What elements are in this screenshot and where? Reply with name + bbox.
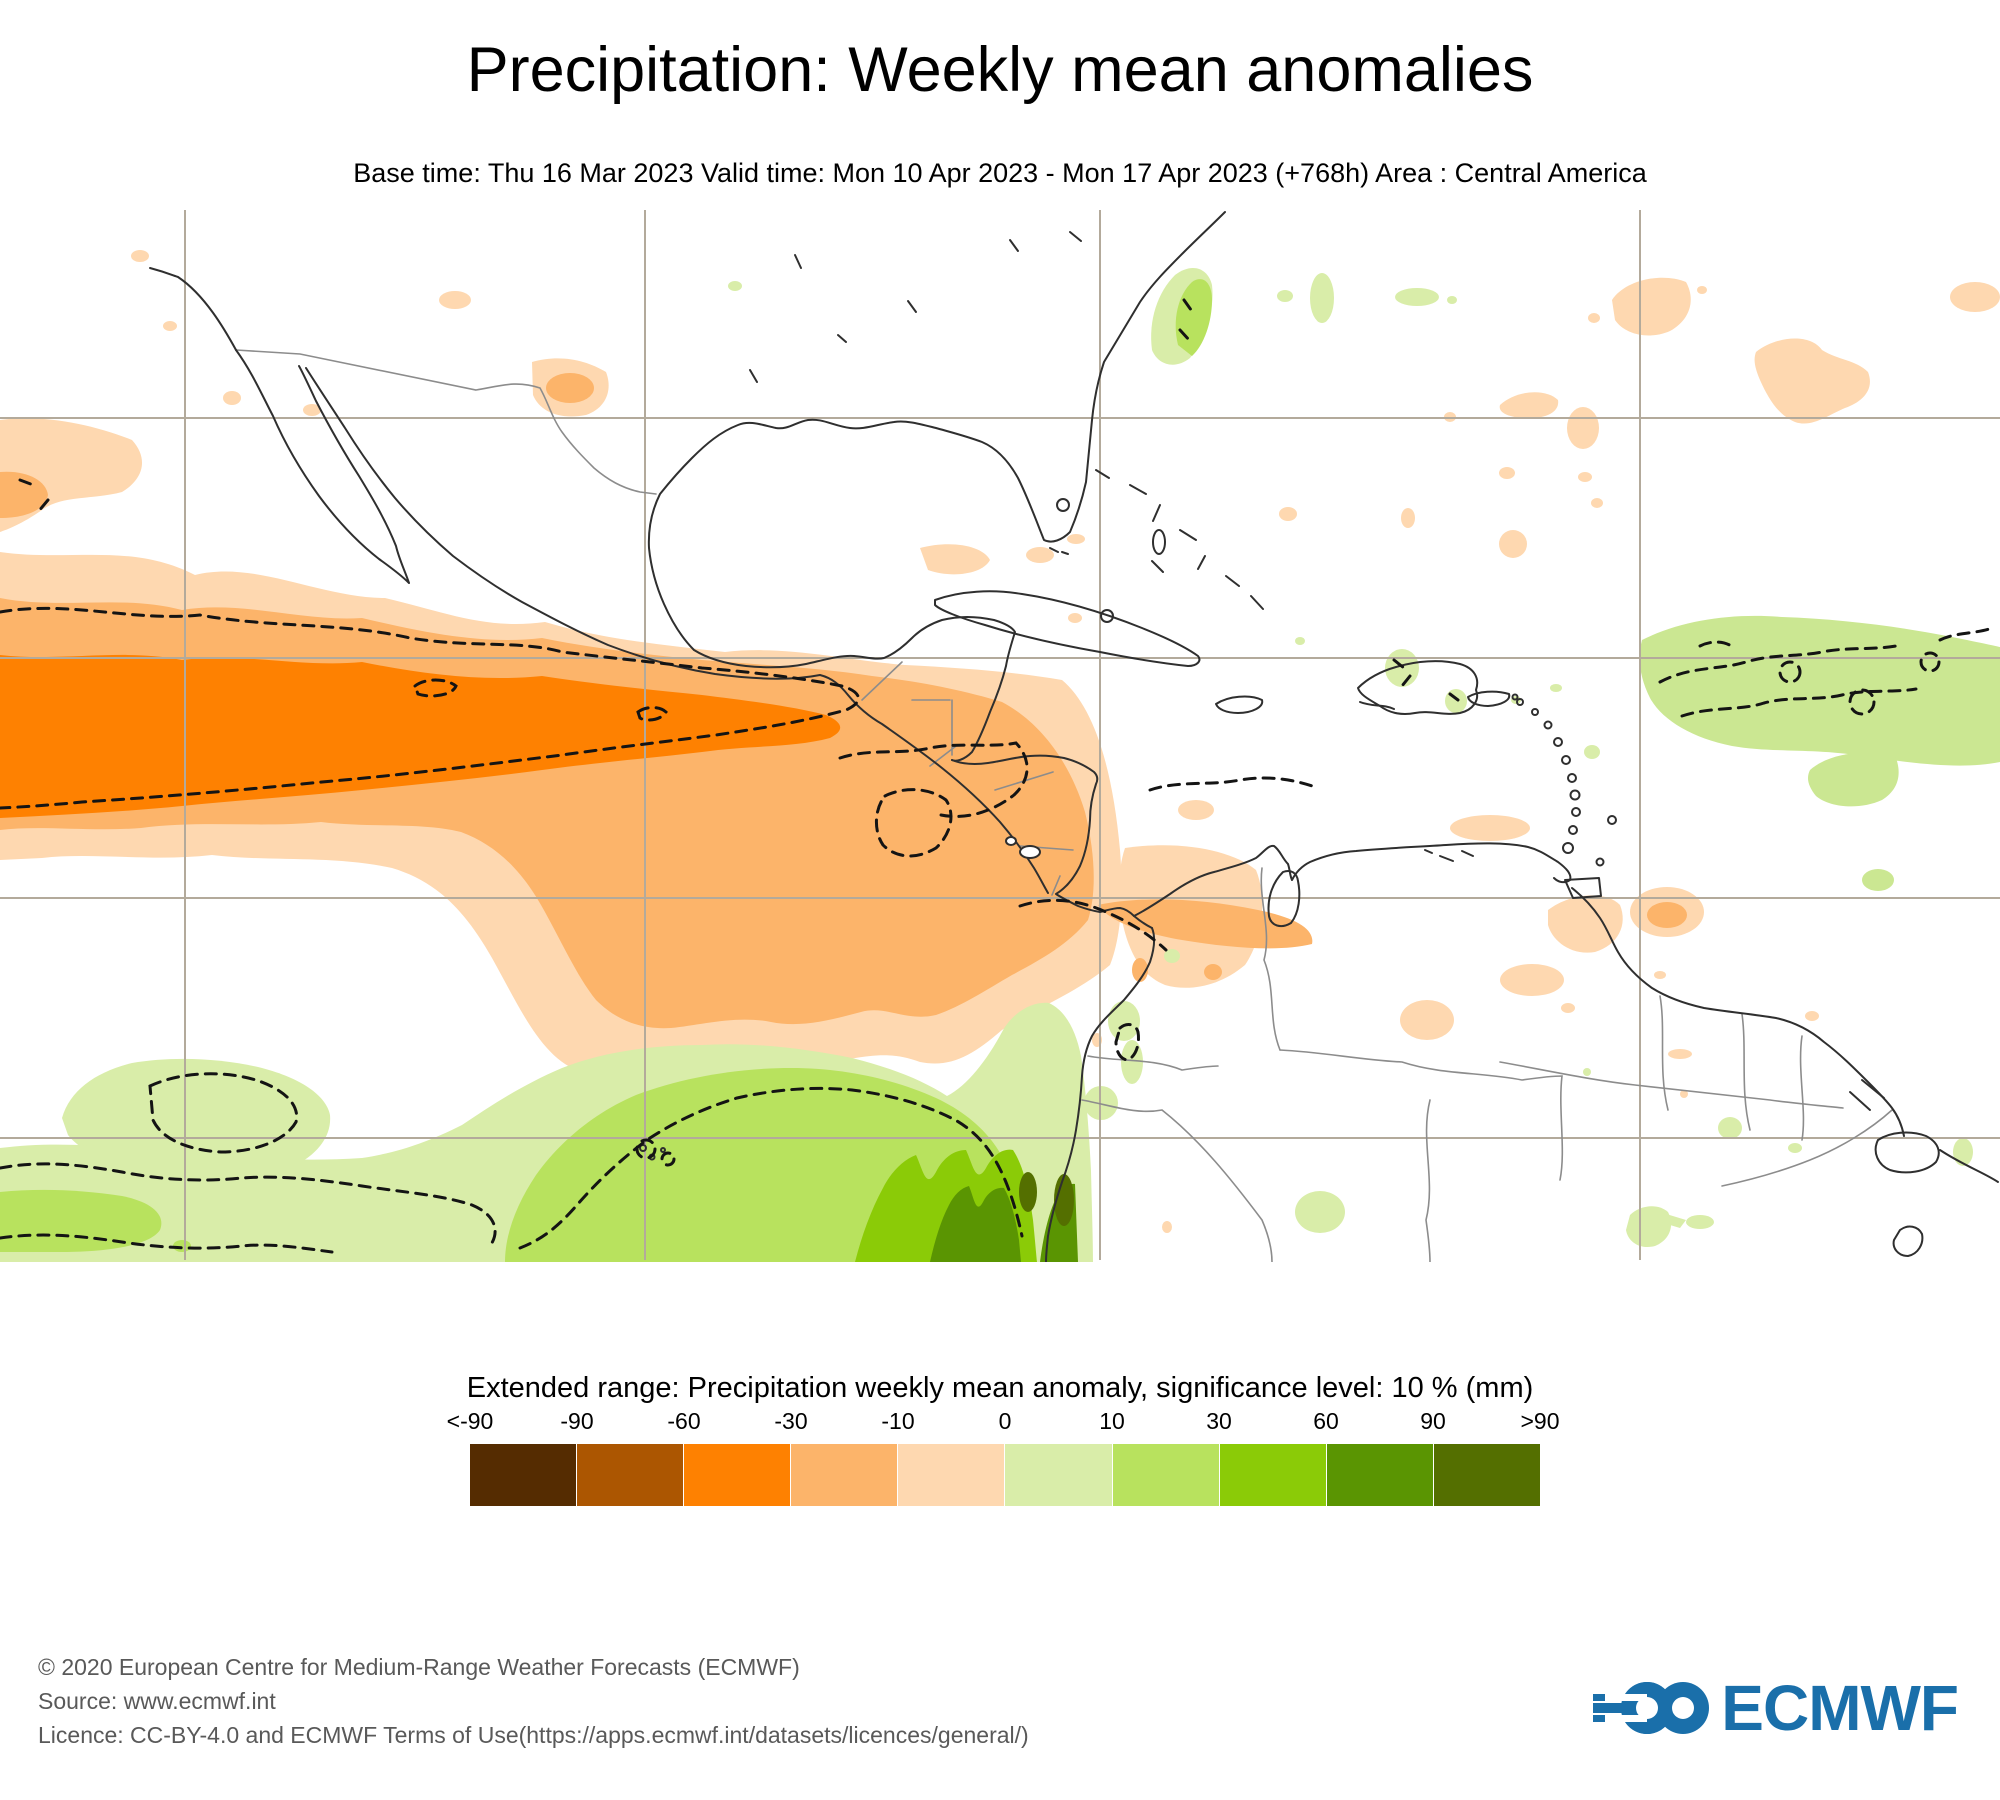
anomaly-map	[0, 210, 2000, 1262]
legend-title: Extended range: Precipitation weekly mea…	[466, 1372, 1534, 1404]
ecmwf-logo-icon	[1593, 1668, 1721, 1748]
legend-swatch-6	[1112, 1444, 1220, 1506]
legend-tick: -60	[667, 1408, 701, 1434]
legend-tick: 10	[1099, 1408, 1125, 1434]
legend-swatch-2	[684, 1444, 792, 1506]
legend-colorbar	[470, 1444, 1540, 1506]
legend-tick: -30	[774, 1408, 808, 1434]
ecmwf-logo: ECMWF	[1593, 1668, 1959, 1748]
map-gridlines	[0, 210, 2000, 1260]
legend-swatch-4	[898, 1444, 1006, 1506]
map-canvas	[0, 210, 2000, 1262]
footer-copyright: © 2020 European Centre for Medium-Range …	[38, 1654, 800, 1680]
anomaly-positive-atlantic	[1639, 615, 2000, 891]
legend-tick: <-90	[446, 1408, 494, 1434]
legend-swatch-0	[470, 1444, 578, 1506]
country-borders	[235, 349, 1893, 1262]
footer: © 2020 European Centre for Medium-Range …	[38, 1650, 1029, 1752]
legend-tick: >90	[1520, 1408, 1560, 1434]
anomaly-positive-extreme	[1019, 1172, 1074, 1226]
page-subtitle: Base time: Thu 16 Mar 2023 Valid time: M…	[353, 158, 1647, 188]
legend-swatch-1	[577, 1444, 685, 1506]
legend-tick: -90	[560, 1408, 594, 1434]
footer-source: Source: www.ecmwf.int	[38, 1688, 276, 1714]
legend-tick: 90	[1420, 1408, 1446, 1434]
legend-swatch-5	[1005, 1444, 1113, 1506]
legend-tick: 60	[1313, 1408, 1339, 1434]
footer-licence: Licence: CC-BY-4.0 and ECMWF Terms of Us…	[38, 1722, 1029, 1748]
legend-ticks: <-90 -90 -60 -30 -10 0 10 30 60 90 >90	[447, 1408, 1560, 1438]
legend-swatch-8	[1326, 1444, 1434, 1506]
page-title: Precipitation: Weekly mean anomalies	[466, 35, 1534, 105]
legend-swatch-3	[791, 1444, 899, 1506]
legend-swatch-9	[1433, 1444, 1540, 1506]
ecmwf-logo-text: ECMWF	[1721, 1672, 1959, 1744]
legend-tick: 0	[998, 1408, 1012, 1434]
legend-tick: -10	[881, 1408, 915, 1434]
significance-contours	[0, 298, 1994, 1254]
legend-swatch-7	[1219, 1444, 1327, 1506]
legend-tick: 30	[1206, 1408, 1232, 1434]
anomaly-negative-strong	[0, 654, 841, 818]
coastlines	[149, 211, 1999, 1262]
